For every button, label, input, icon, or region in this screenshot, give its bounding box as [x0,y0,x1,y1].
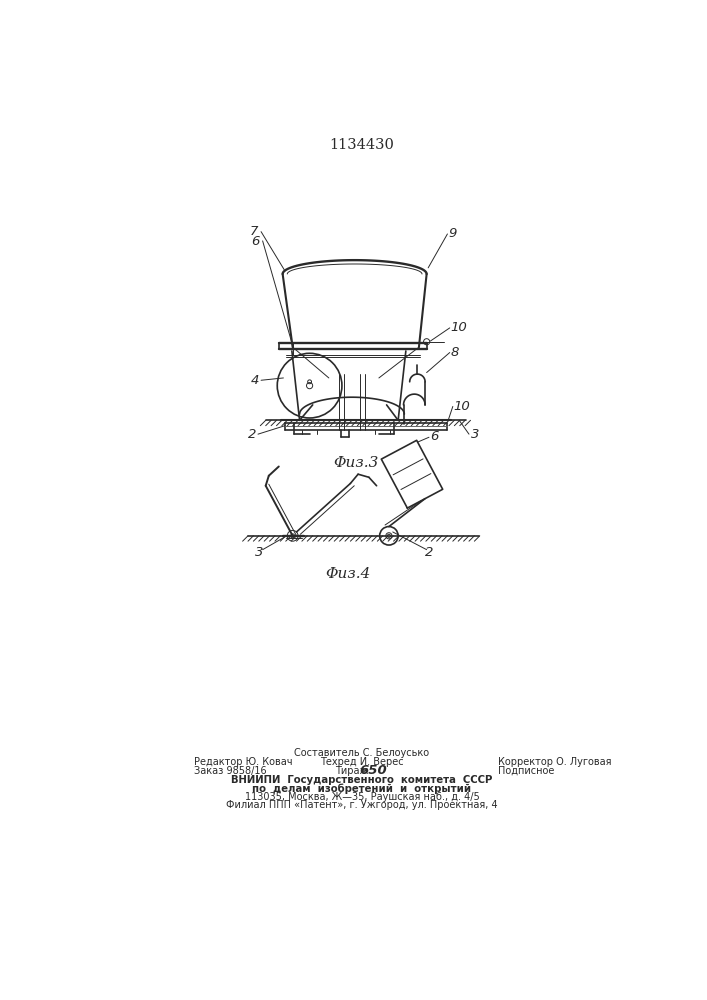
Text: 6: 6 [252,235,260,248]
Text: 113035, Москва, Ж—35, Раушская наб., д. 4/5: 113035, Москва, Ж—35, Раушская наб., д. … [245,792,479,802]
Text: 9: 9 [448,227,457,240]
Text: 6: 6 [431,430,439,443]
Text: Тираж: Тираж [335,766,368,776]
Text: Филиал ППП «Патент», г. Ужгород, ул. Проектная, 4: Филиал ППП «Патент», г. Ужгород, ул. Про… [226,800,498,810]
Text: 8: 8 [450,346,459,359]
Text: по  делам  изобретений  и  открытий: по делам изобретений и открытий [252,783,472,794]
Text: 3: 3 [255,546,264,559]
Text: 650: 650 [360,764,387,777]
Text: Подписное: Подписное [498,766,554,776]
Text: ВНИИПИ  Государственного  комитета  СССР: ВНИИПИ Государственного комитета СССР [231,775,493,785]
Text: 2: 2 [425,546,433,559]
Text: 10: 10 [454,400,470,413]
Text: 10: 10 [450,321,467,334]
Text: 4: 4 [251,374,259,387]
Text: Техред И. Верес: Техред И. Верес [320,757,404,767]
Text: 1134430: 1134430 [329,138,395,152]
Text: Редактор Ю. Ковач: Редактор Ю. Ковач [194,757,293,767]
Text: 2: 2 [248,428,257,441]
Text: Заказ 9858/16: Заказ 9858/16 [194,766,267,776]
Text: Φиз.4: Φиз.4 [325,567,370,581]
Text: Φиз.3: Φиз.3 [333,456,378,470]
Text: Корректор О. Луговая: Корректор О. Луговая [498,757,612,767]
Text: 7: 7 [250,225,258,238]
Text: 3: 3 [471,428,479,441]
Text: Составитель С. Белоусько: Составитель С. Белоусько [294,748,430,758]
